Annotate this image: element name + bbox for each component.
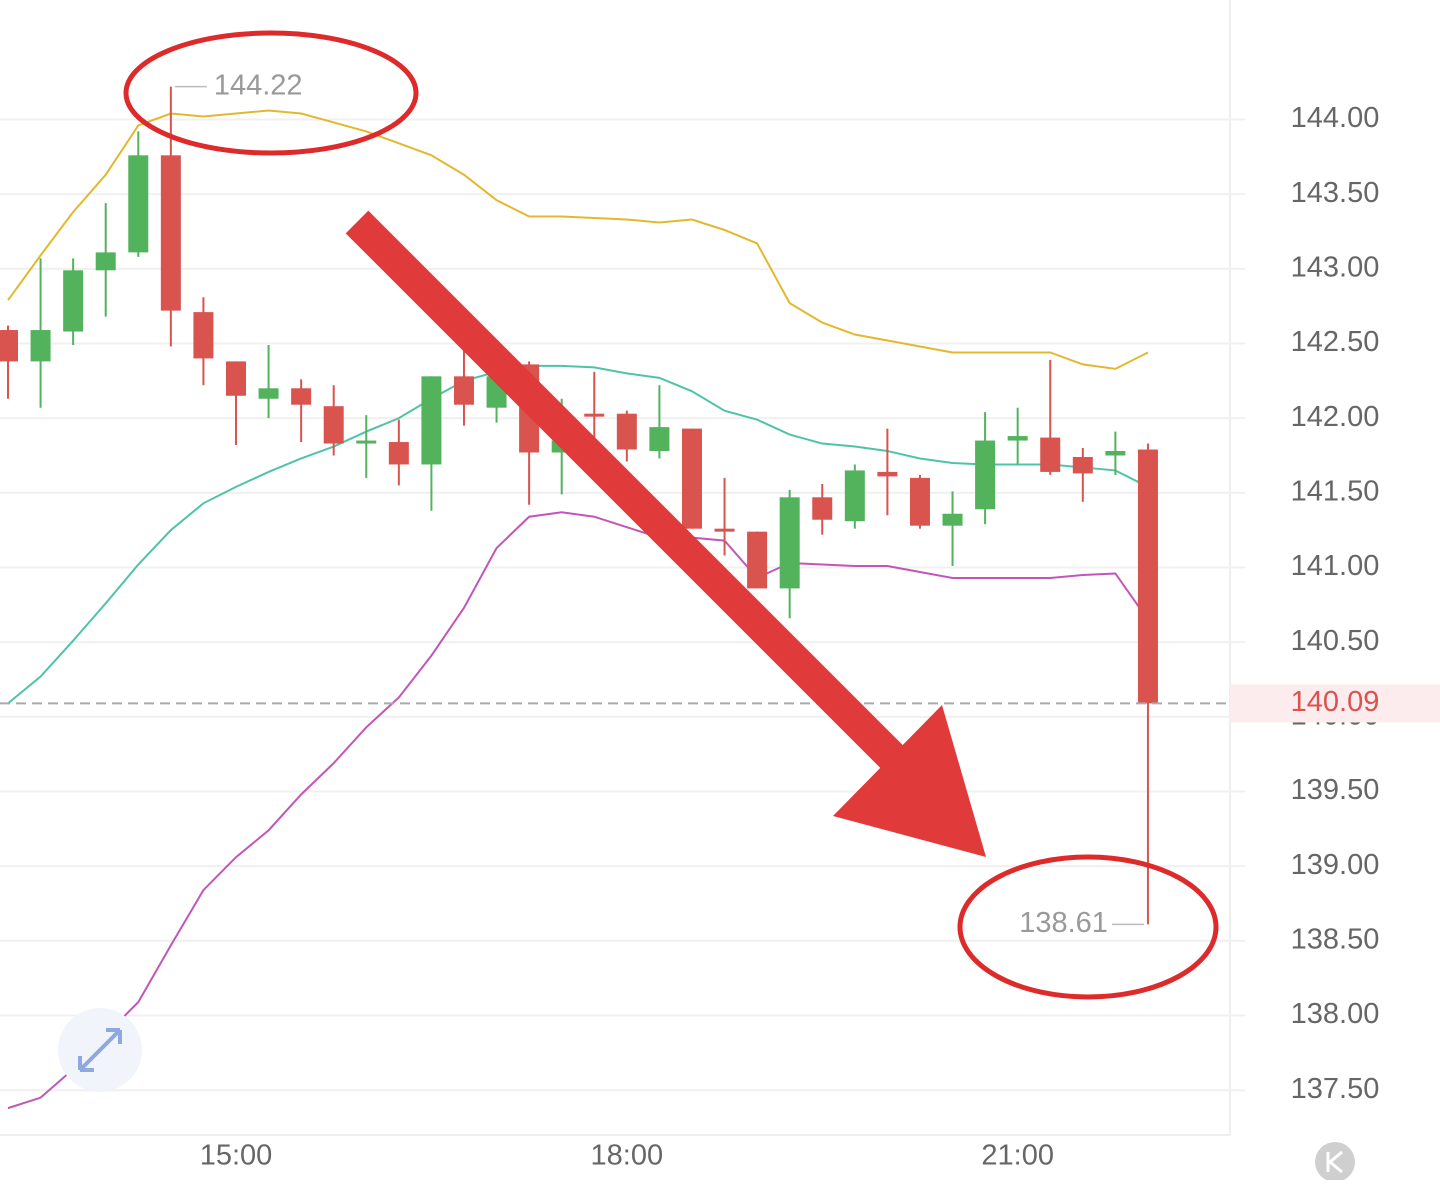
candle-body (95, 252, 116, 271)
arrow-shaft (345, 210, 914, 779)
y-tick-label: 143.00 (1291, 251, 1380, 283)
low-label: 138.61 (1019, 907, 1108, 939)
y-tick-label: 138.50 (1291, 924, 1380, 956)
candle-body (225, 361, 246, 396)
band-line (7, 364, 1149, 705)
candle-body (30, 330, 51, 362)
candle-body (1040, 437, 1061, 472)
candle-body (453, 376, 474, 405)
candle-body (714, 528, 735, 532)
candle-body (258, 388, 279, 399)
candle-body (323, 406, 344, 444)
candle-body (0, 330, 18, 362)
x-tick-label: 18:00 (591, 1140, 664, 1172)
y-tick-label: 141.50 (1291, 475, 1380, 507)
candle-body (160, 155, 181, 311)
candle-body (616, 413, 637, 450)
high-label: 144.22 (214, 69, 303, 101)
candle-body (1105, 451, 1126, 456)
candle-body (128, 155, 149, 253)
highlight-ellipse (123, 30, 419, 156)
y-tick-label: 140.50 (1291, 625, 1380, 657)
y-tick-label: 143.50 (1291, 177, 1380, 209)
candle-body (975, 440, 996, 510)
y-tick-label: 142.00 (1291, 401, 1380, 433)
y-tick-label: 139.50 (1291, 774, 1380, 806)
candle-body (942, 513, 963, 526)
y-tick-label: 139.00 (1291, 849, 1380, 881)
candle-body (747, 531, 768, 589)
candle-body (193, 312, 214, 359)
y-tick-label: 144.00 (1291, 102, 1380, 134)
candle-body (356, 440, 377, 444)
candle-body (421, 376, 442, 465)
plot: 137.50138.00138.50139.00139.50140.00140.… (0, 69, 1440, 1172)
band-line (7, 109, 1149, 370)
candle-body (877, 471, 898, 477)
k-icon (1326, 1150, 1343, 1174)
candle-body (584, 413, 605, 417)
band-line (7, 511, 1149, 1110)
candle-body (388, 442, 409, 465)
last-price-label: 140.09 (1291, 686, 1380, 718)
candle-body (779, 497, 800, 589)
y-tick-label: 138.00 (1291, 998, 1380, 1030)
candle-body (1007, 436, 1028, 441)
candle-body (649, 427, 670, 452)
y-tick-label: 142.50 (1291, 326, 1380, 358)
candle-body (291, 388, 312, 405)
candle-body (1072, 456, 1093, 474)
arrow-head (833, 705, 986, 857)
annotations (58, 30, 1355, 1182)
y-tick-label: 137.50 (1291, 1073, 1380, 1105)
candle-body (63, 270, 84, 332)
candle-body (812, 497, 833, 520)
highlight-ellipse (957, 854, 1219, 1000)
candle-body (1137, 449, 1158, 704)
candle-body (681, 428, 702, 529)
last-price-box (1230, 684, 1440, 723)
expand-icon (78, 1028, 122, 1072)
candle-body (844, 470, 865, 522)
x-tick-label: 21:00 (981, 1140, 1054, 1172)
candle-body (909, 477, 930, 526)
k-button[interactable] (1315, 1142, 1355, 1182)
y-tick-label: 141.00 (1291, 550, 1380, 582)
x-tick-label: 15:00 (200, 1140, 273, 1172)
